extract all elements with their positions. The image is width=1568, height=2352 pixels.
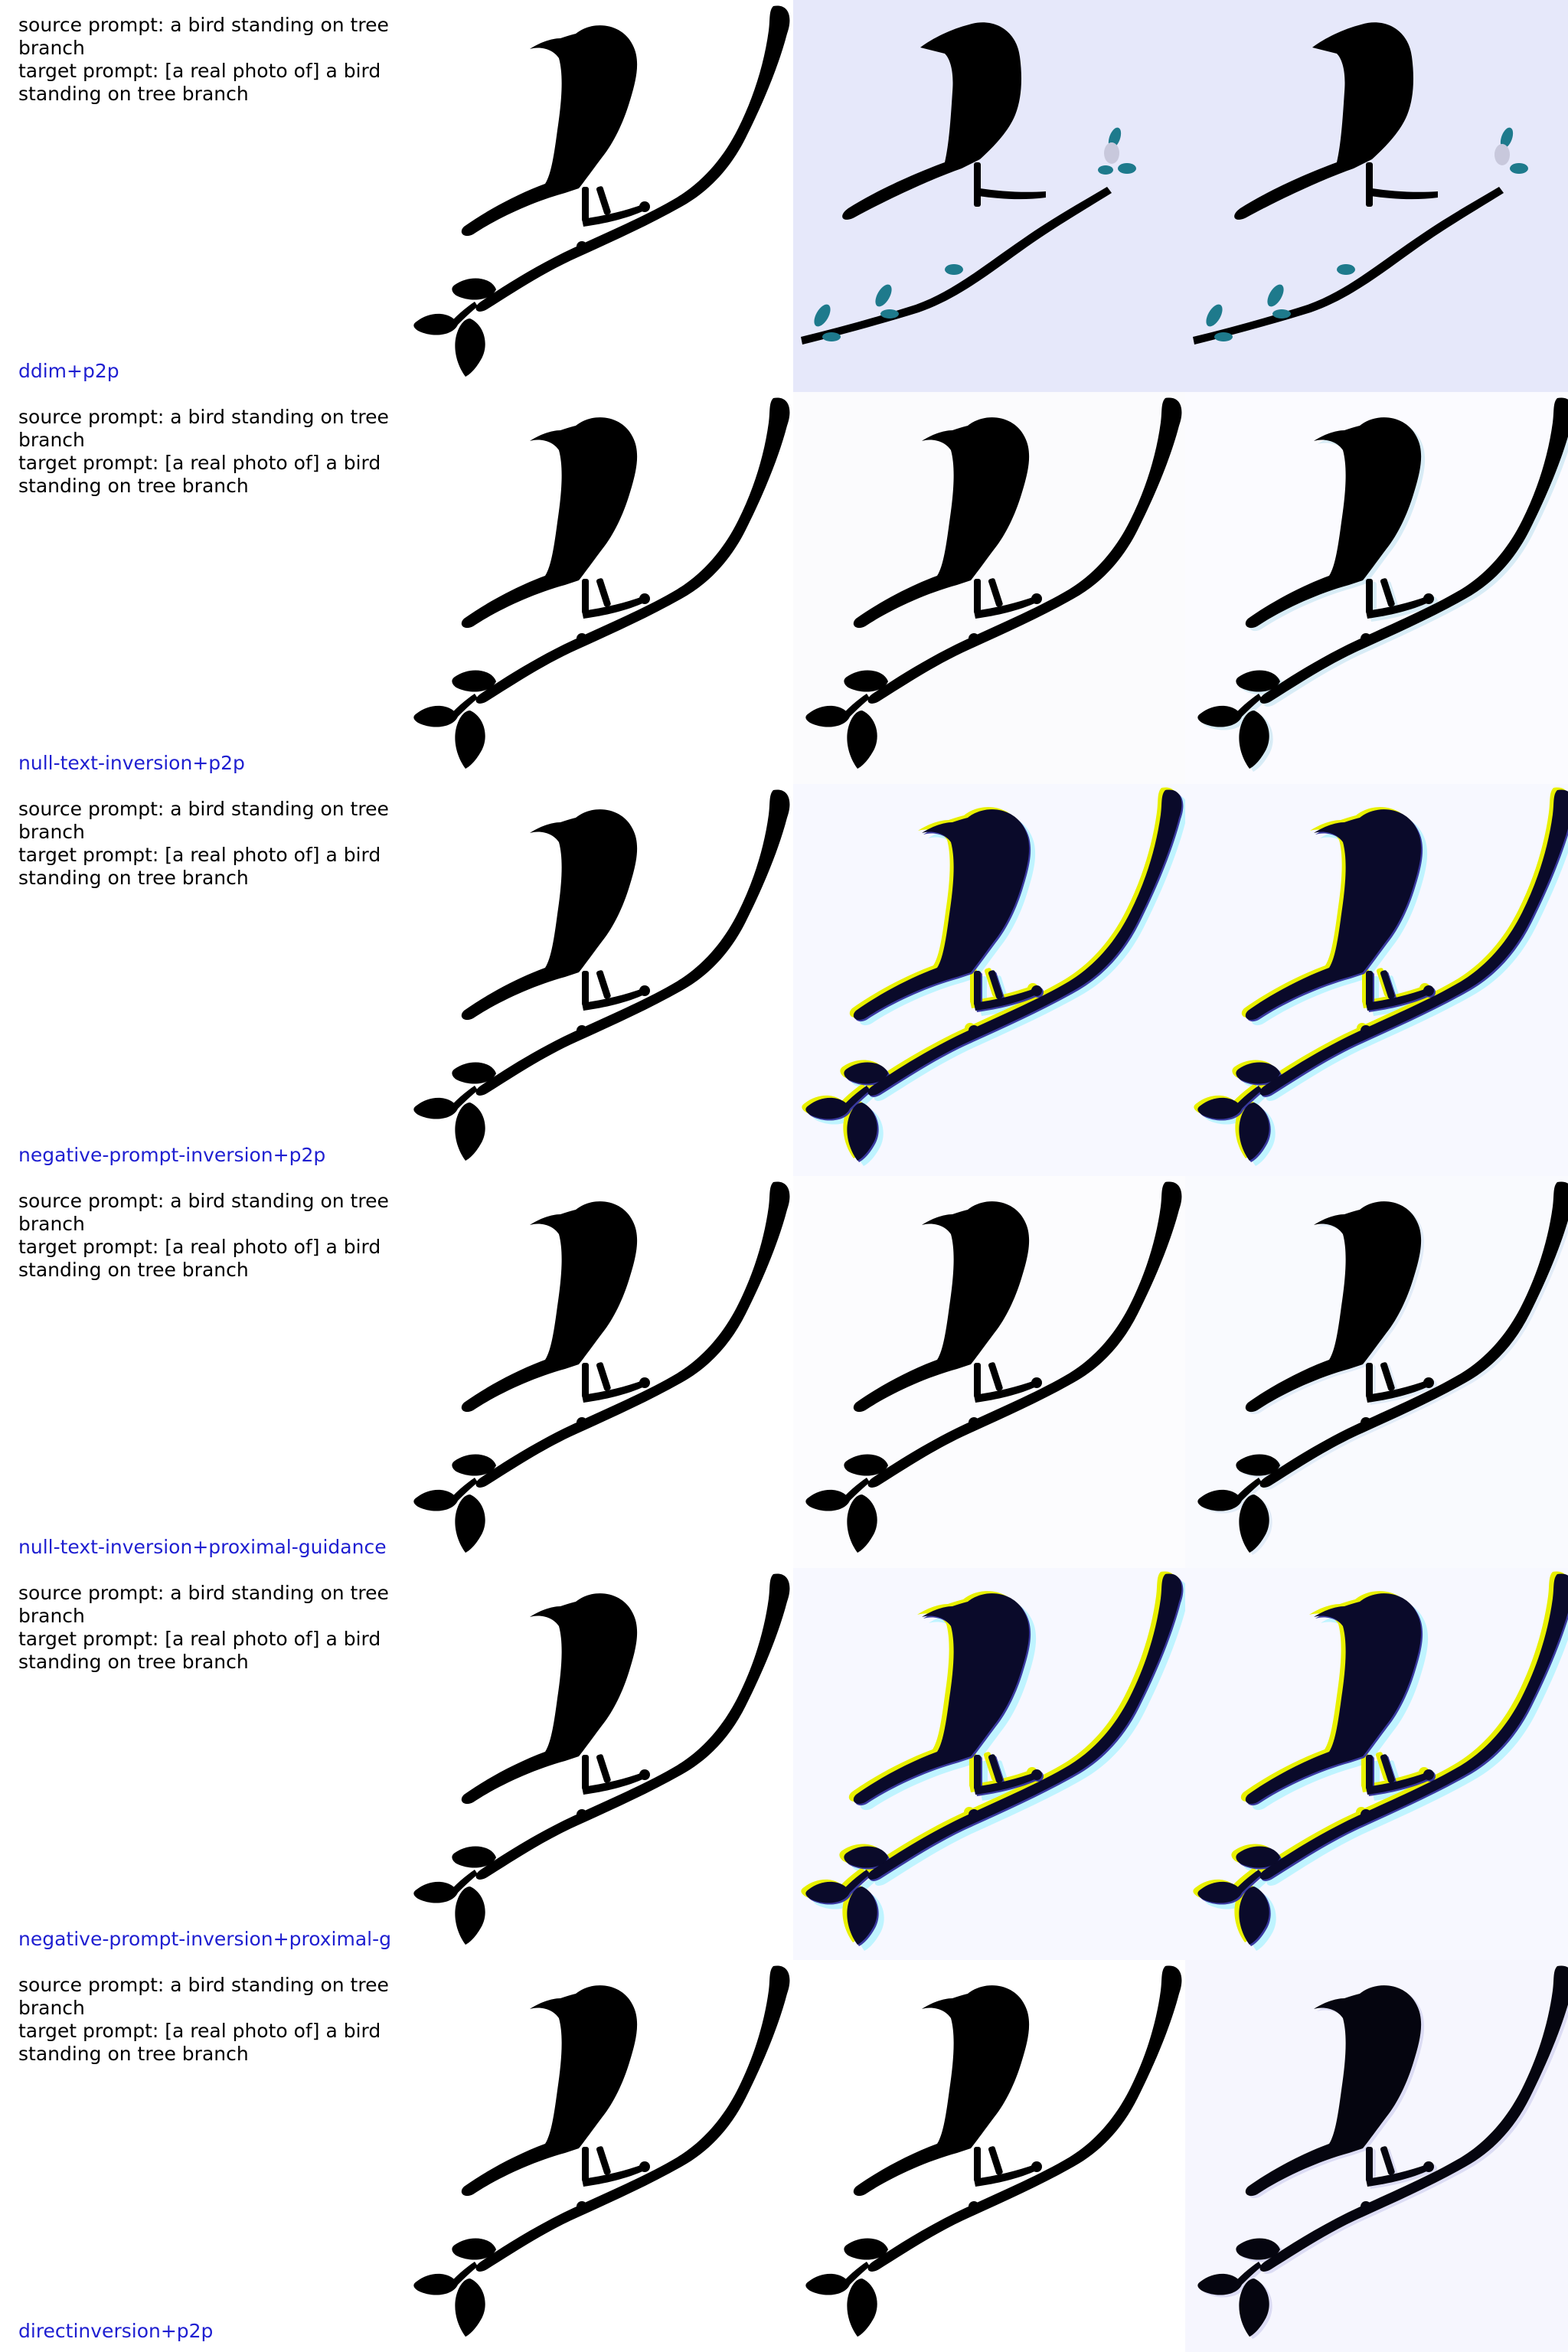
source-prompt: source prompt: a bird standing on tree b…	[18, 1190, 389, 1235]
original-image	[401, 1960, 793, 2352]
edited-image	[1185, 1568, 1568, 1960]
prompt-text: source prompt: a bird standing on tree b…	[18, 406, 401, 498]
target-prompt: target prompt: [a real photo of] a bird …	[18, 60, 381, 105]
comparison-row: source prompt: a bird standing on tree b…	[0, 392, 1568, 784]
reconstruction-image	[793, 392, 1185, 784]
method-label: negative-prompt-inversion+p2p	[18, 1144, 326, 1166]
comparison-row: source prompt: a bird standing on tree b…	[0, 1176, 1568, 1568]
target-prompt: target prompt: [a real photo of] a bird …	[18, 1236, 381, 1281]
comparison-row: source prompt: a bird standing on tree b…	[0, 0, 1568, 392]
row-label-panel: source prompt: a bird standing on tree b…	[0, 1568, 401, 1960]
prompt-text: source prompt: a bird standing on tree b…	[18, 1582, 401, 1674]
reconstruction-image	[793, 0, 1185, 392]
source-prompt: source prompt: a bird standing on tree b…	[18, 798, 389, 843]
original-image	[401, 392, 793, 784]
method-label: directinversion+p2p	[18, 2320, 214, 2342]
reconstruction-image	[793, 1176, 1185, 1568]
comparison-row: source prompt: a bird standing on tree b…	[0, 1960, 1568, 2352]
prompt-text: source prompt: a bird standing on tree b…	[18, 1974, 401, 2066]
edited-image	[1185, 0, 1568, 392]
row-label-panel: source prompt: a bird standing on tree b…	[0, 392, 401, 784]
row-label-panel: source prompt: a bird standing on tree b…	[0, 1176, 401, 1568]
method-label: negative-prompt-inversion+proximal-g	[18, 1928, 391, 1950]
original-image	[401, 1176, 793, 1568]
source-prompt: source prompt: a bird standing on tree b…	[18, 14, 389, 59]
row-label-panel: source prompt: a bird standing on tree b…	[0, 784, 401, 1176]
edited-image	[1185, 1176, 1568, 1568]
edited-image	[1185, 1960, 1568, 2352]
source-prompt: source prompt: a bird standing on tree b…	[18, 406, 389, 451]
comparison-row: source prompt: a bird standing on tree b…	[0, 1568, 1568, 1960]
target-prompt: target prompt: [a real photo of] a bird …	[18, 2020, 381, 2065]
reconstruction-image	[793, 784, 1185, 1176]
prompt-text: source prompt: a bird standing on tree b…	[18, 1190, 401, 1282]
original-image	[401, 784, 793, 1176]
comparison-row: source prompt: a bird standing on tree b…	[0, 784, 1568, 1176]
source-prompt: source prompt: a bird standing on tree b…	[18, 1582, 389, 1627]
method-label: ddim+p2p	[18, 360, 119, 382]
edited-image	[1185, 784, 1568, 1176]
target-prompt: target prompt: [a real photo of] a bird …	[18, 1628, 381, 1673]
original-image	[401, 1568, 793, 1960]
edited-image	[1185, 392, 1568, 784]
target-prompt: target prompt: [a real photo of] a bird …	[18, 452, 381, 497]
method-label: null-text-inversion+proximal-guidance	[18, 1536, 387, 1558]
prompt-text: source prompt: a bird standing on tree b…	[18, 14, 401, 106]
row-label-panel: source prompt: a bird standing on tree b…	[0, 0, 401, 392]
method-label: null-text-inversion+p2p	[18, 752, 245, 774]
target-prompt: target prompt: [a real photo of] a bird …	[18, 844, 381, 889]
row-label-panel: source prompt: a bird standing on tree b…	[0, 1960, 401, 2352]
source-prompt: source prompt: a bird standing on tree b…	[18, 1974, 389, 2019]
original-image	[401, 0, 793, 392]
reconstruction-image	[793, 1960, 1185, 2352]
reconstruction-image	[793, 1568, 1185, 1960]
prompt-text: source prompt: a bird standing on tree b…	[18, 798, 401, 890]
